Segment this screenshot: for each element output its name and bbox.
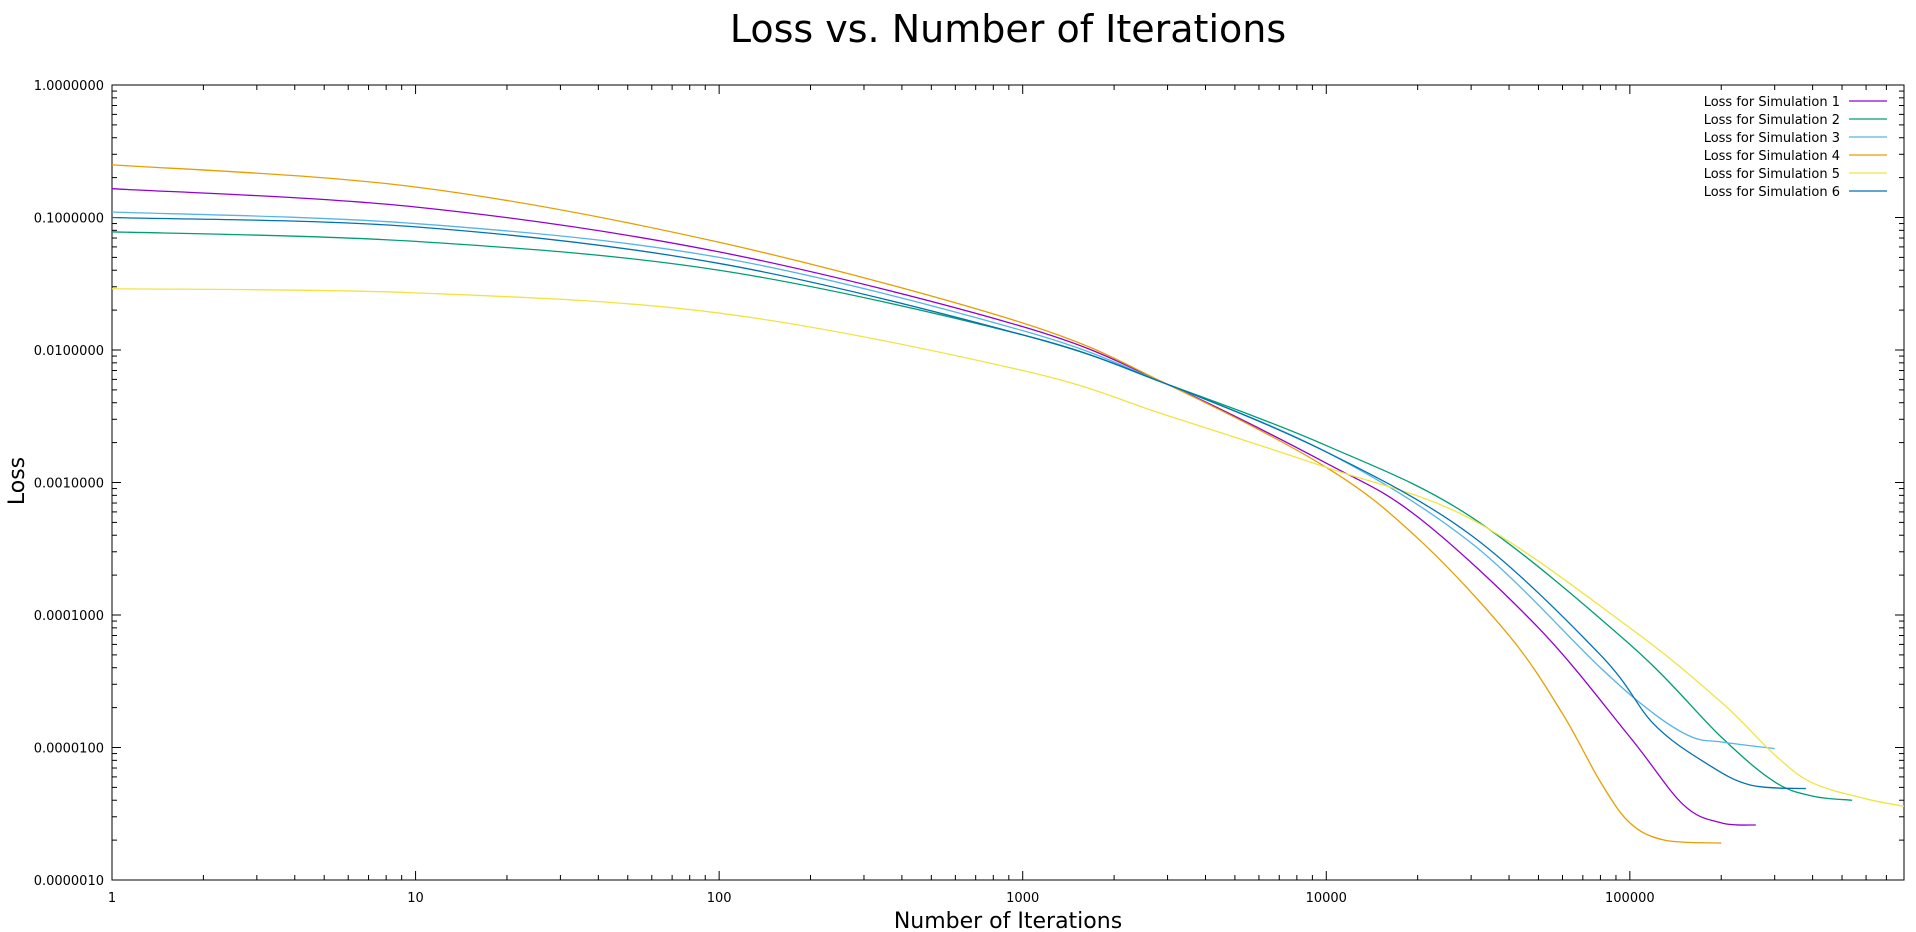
y-axis-label: Loss	[5, 457, 30, 505]
legend-label-4: Loss for Simulation 4	[1704, 149, 1840, 164]
legend-label-1: Loss for Simulation 1	[1704, 95, 1840, 110]
x-tick-label: 10	[407, 891, 424, 906]
x-tick-label: 100	[707, 891, 732, 906]
y-tick-label: 0.0001000	[34, 609, 104, 624]
x-tick-label: 100000	[1605, 891, 1655, 906]
legend-label-2: Loss for Simulation 2	[1704, 113, 1840, 128]
x-tick-label: 10000	[1306, 891, 1347, 906]
series-layer	[111, 164, 1905, 844]
y-tick-label: 1.0000000	[34, 79, 104, 94]
y-tick-label: 0.0100000	[34, 344, 104, 359]
series-line-1	[111, 188, 1756, 826]
y-tick-label: 0.0010000	[34, 477, 104, 492]
series-line-4	[111, 164, 1722, 844]
x-tick-label: 1	[108, 891, 116, 906]
legend-label-5: Loss for Simulation 5	[1704, 167, 1840, 182]
legend: Loss for Simulation 1 Loss for Simulation…	[1704, 95, 1887, 200]
y-tick-label: 0.1000000	[34, 212, 104, 227]
legend-label-6: Loss for Simulation 6	[1704, 185, 1840, 200]
y-tick-label: 0.0000100	[34, 742, 104, 757]
y-tick-label: 0.0000010	[34, 874, 104, 889]
legend-label-3: Loss for Simulation 3	[1704, 131, 1840, 146]
x-axis-label: Number of Iterations	[894, 909, 1122, 932]
x-tick-label: 1000	[1006, 891, 1039, 906]
series-line-3	[111, 211, 1775, 750]
chart-title: Loss vs. Number of Iterations	[730, 7, 1286, 51]
series-line-2	[111, 231, 1853, 801]
ticks-layer: 1 10 100 1000 10000 100000 0.0000010 0.0000100 0…	[34, 79, 1904, 906]
series-line-6	[111, 216, 1806, 790]
series-line-5	[111, 288, 1905, 807]
